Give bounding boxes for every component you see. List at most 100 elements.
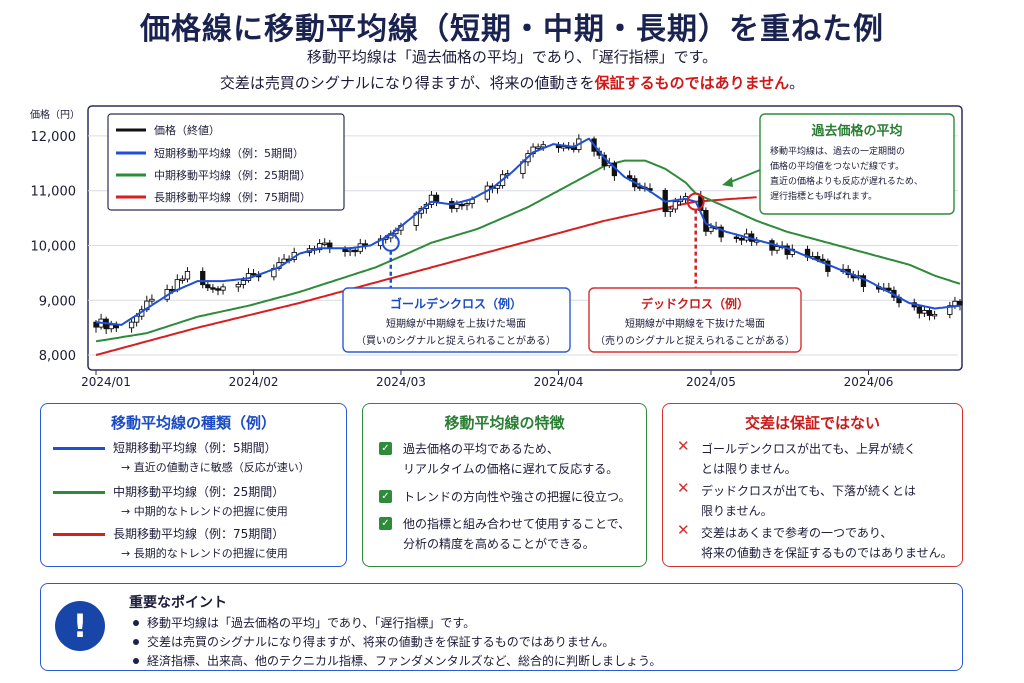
price-candle: [128, 321, 135, 329]
y-tick-label: 9,000: [39, 294, 76, 309]
types-long-label: 長期移動平均線（例：75期間）: [113, 527, 285, 541]
golden-cross-desc-2: （買いのシグナルと捉えられることがある）: [356, 334, 556, 347]
x-tick-label: 2024/06: [844, 375, 894, 389]
cross-icon: ✕: [677, 437, 690, 455]
cross-icon: ✕: [677, 521, 690, 539]
check-icon: ✓: [379, 490, 392, 503]
price-candle: [215, 288, 221, 291]
callout-title: 過去価格の平均: [810, 123, 902, 139]
types-swatch-long: [53, 533, 105, 536]
cross-icon: ✕: [677, 479, 690, 497]
warning-3-line-2: 将来の値動きを保証するものではありません。: [701, 546, 953, 560]
types-long-desc: → 長期的なトレンドの把握に使用: [121, 547, 288, 560]
types-swatch-mid: [53, 491, 105, 494]
golden-cross-title: ゴールデンクロス（例）: [390, 296, 522, 311]
subtitle-line-2: 交差は売買のシグナルになり得ますが、将来の値動きを保証するものではありません。: [0, 72, 1024, 93]
subtitle-line-2-a: 交差は売買のシグナルになり得ますが、将来の値動きを: [219, 74, 595, 92]
price-candle: [921, 310, 928, 314]
ma-features-box: 移動平均線の特徴 ✓ 過去価格の平均であるため、 リアルタイムの価格に遅れて反応…: [362, 403, 647, 567]
types-short-desc: → 直近の値動きに敏感（反応が速い）: [121, 461, 310, 474]
price-candle: [774, 246, 780, 251]
price-candle: [733, 236, 740, 239]
price-candle: [459, 203, 465, 207]
callout-line-2: 価格の平均値をつないだ線です。: [770, 160, 904, 172]
types-mid-desc: → 中期的なトレンドの把握に使用: [121, 505, 288, 518]
check-icon: ✓: [379, 442, 392, 455]
warning-3-line-1: 交差はあくまで参考の一つであり、: [701, 526, 893, 540]
mid-ma-line: [95, 159, 961, 343]
bullet-icon: [133, 639, 139, 645]
feature-3-line-1: 他の指標と組み合わせて使用することで、: [403, 517, 631, 531]
price-candle: [235, 283, 241, 288]
price-candle: [144, 300, 150, 311]
dead-cross-desc-2: （売りのシグナルと捉えられることがある）: [595, 334, 795, 347]
warning-2-line-2: 限りません。: [701, 504, 773, 518]
price-candle: [784, 245, 790, 255]
price-candle: [718, 226, 724, 238]
price-candle: [108, 324, 114, 330]
feature-1-line-1: 過去価格の平均であるため、: [403, 442, 559, 456]
warning-1-line-2: とは限りません。: [701, 462, 797, 476]
price-candle: [184, 270, 191, 280]
check-icon: ✓: [379, 517, 392, 530]
y-tick-label: 10,000: [31, 239, 77, 254]
price-candle: [560, 146, 567, 149]
price-chart: 8,000 9,000 10,000 11,000 12,000 2024/01 2024…: [30, 105, 963, 389]
price-candle: [535, 146, 541, 149]
price-candle: [464, 203, 470, 206]
y-tick-label: 11,000: [31, 185, 77, 200]
x-tick-label: 2024/02: [229, 375, 279, 389]
feature-1-line-2: リアルタイムの価格に遅れて反応する。: [403, 462, 619, 476]
price-candle: [926, 310, 933, 316]
types-swatch-short: [53, 447, 105, 450]
bullet-icon: [133, 658, 139, 664]
price-candle: [540, 144, 546, 148]
price-candle: [200, 270, 206, 286]
types-short-label: 短期移動平均線（例：5期間）: [113, 441, 277, 455]
subtitle-line-1: 移動平均線は「過去価格の平均」であり、「遅行指標」です。: [306, 48, 718, 66]
price-candle: [886, 287, 892, 291]
price-candle: [93, 321, 99, 328]
price-candle: [281, 258, 287, 264]
price-candle: [815, 256, 821, 260]
price-candle: [952, 300, 958, 307]
point-1: 移動平均線は「過去価格の平均」であり、「遅行指標」です。: [147, 616, 476, 630]
price-candle: [205, 284, 211, 289]
price-candle: [672, 201, 679, 210]
legend-mid: 中期移動平均線（例：25期間）: [154, 168, 311, 182]
golden-cross-annotation: ゴールデンクロス（例） 短期線が中期線を上抜けた場面 （買いのシグナルと捉えられ…: [342, 233, 571, 353]
types-mid-label: 中期移動平均線（例：25期間）: [113, 485, 285, 499]
x-tick-label: 2024/04: [534, 375, 584, 389]
chart-legend: 価格（終値） 短期移動平均線（例：5期間） 中期移動平均線（例：25期間） 長期…: [107, 113, 345, 211]
price-candle: [947, 305, 953, 315]
dead-cross-annotation: デッドクロス（例） 短期線が中期線を下抜けた場面 （売りのシグナルと捉えられるこ…: [588, 192, 802, 353]
price-candle: [820, 258, 826, 262]
price-candle: [352, 249, 358, 253]
long-ma-line: [95, 196, 757, 356]
feature-2-line-1: トレンドの方向性や強さの把握に役立つ。: [403, 490, 631, 504]
y-tick-label: 12,000: [31, 130, 77, 145]
price-candle: [454, 203, 460, 209]
price-candle: [210, 287, 216, 290]
important-points-box: ! 重要なポイント 移動平均線は「過去価格の平均」であり、「遅行指標」です。 交…: [40, 583, 963, 671]
subtitle-warning: 保証するものではありません: [594, 74, 790, 92]
price-candle: [916, 306, 922, 314]
legend-long: 長期移動平均線（例：75期間）: [154, 190, 311, 204]
callout-line-3: 直近の価格よりも反応が遅れるため、: [770, 175, 923, 187]
price-candle: [957, 300, 963, 306]
moving-average-callout: 過去価格の平均 移動平均線は、過去の一定期間の 価格の平均値をつないだ線です。 …: [722, 113, 955, 215]
price-candle: [322, 242, 328, 245]
price-candle: [494, 185, 501, 189]
bullet-icon: [133, 620, 139, 626]
legend-price: 価格（終値）: [154, 123, 220, 137]
price-candle: [708, 227, 714, 232]
price-candle: [220, 286, 226, 291]
price-candle: [433, 194, 440, 202]
important-points-title: 重要なポイント: [129, 595, 227, 611]
callout-line-1: 移動平均線は、過去の一定期間の: [770, 145, 905, 157]
cross-warning-box: 交差は保証ではない ✕ ゴールデンクロスが出ても、上昇が続く とは限りません。 …: [662, 403, 963, 567]
ma-types-title: 移動平均線の種類（例）: [110, 414, 276, 432]
legend-short: 短期移動平均線（例：5期間）: [154, 146, 304, 160]
golden-cross-desc-1: 短期線が中期線を上抜けた場面: [386, 317, 526, 330]
dead-cross-desc-1: 短期線が中期線を下抜けた場面: [625, 317, 765, 330]
